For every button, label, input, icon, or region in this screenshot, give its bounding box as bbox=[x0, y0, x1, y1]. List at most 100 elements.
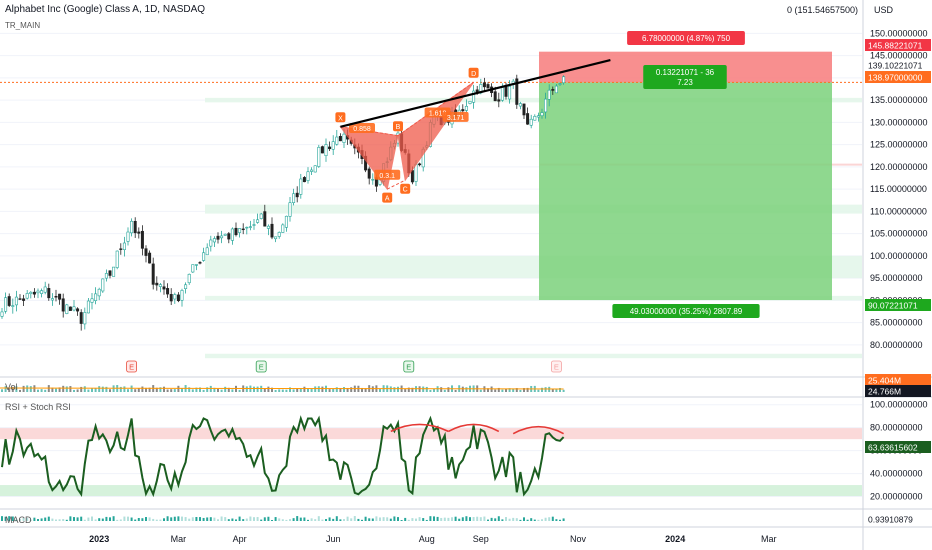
macd-bar bbox=[397, 517, 399, 521]
macd-bar bbox=[379, 517, 381, 521]
macd-bar bbox=[260, 519, 263, 521]
candle-body bbox=[61, 298, 65, 312]
rising-trend-line[interactable] bbox=[340, 58, 611, 128]
currency-label[interactable]: USD bbox=[874, 5, 894, 15]
candle-body bbox=[551, 89, 555, 91]
candle-body bbox=[497, 99, 501, 102]
candle-body bbox=[79, 312, 83, 324]
candle-body bbox=[418, 163, 422, 166]
macd-bar bbox=[87, 517, 90, 521]
rsi-tick-label: 80.00000000 bbox=[870, 423, 923, 433]
candle-body bbox=[292, 193, 296, 203]
macd-bar bbox=[476, 516, 479, 521]
volume-bar bbox=[494, 389, 497, 392]
macd-bar bbox=[375, 516, 378, 521]
take-profit-zone[interactable] bbox=[539, 82, 832, 301]
macd-bar bbox=[249, 516, 252, 521]
macd-bar bbox=[267, 516, 270, 521]
price-pane[interactable]: X A B C D 0.858 1.618 0.3.1 3.171 6.78000000 (4.… bbox=[0, 20, 862, 378]
macd-bar bbox=[116, 519, 119, 521]
volume-bar bbox=[199, 387, 201, 392]
earnings-marker[interactable] bbox=[403, 360, 415, 373]
macd-bar bbox=[98, 518, 101, 521]
earnings-marker[interactable] bbox=[255, 360, 267, 373]
earnings-letter: E bbox=[259, 363, 264, 372]
volume-bar bbox=[271, 387, 273, 392]
macd-bar bbox=[159, 519, 162, 521]
volume-bar bbox=[361, 387, 363, 392]
entry-label-bg bbox=[643, 65, 727, 89]
candle-body bbox=[410, 170, 414, 183]
candle-body bbox=[36, 290, 40, 294]
macd-bar bbox=[119, 519, 122, 521]
earnings-marker[interactable] bbox=[126, 360, 137, 373]
candle-body bbox=[130, 220, 134, 234]
volume-bar bbox=[321, 386, 324, 392]
rsi-oversold-zone bbox=[0, 485, 862, 497]
candle-body bbox=[302, 177, 306, 183]
macd-bar bbox=[91, 516, 93, 521]
macd-histogram bbox=[1, 516, 565, 521]
candle-body bbox=[241, 228, 245, 231]
macd-bar bbox=[469, 517, 471, 521]
volume-bar bbox=[130, 385, 133, 392]
macd-bar bbox=[303, 517, 306, 521]
price-readout: 0 (151.54657500) bbox=[787, 5, 858, 15]
candle-body bbox=[104, 273, 108, 279]
trend-line[interactable] bbox=[340, 58, 611, 128]
price-tick-label: 80.00000000 bbox=[870, 340, 923, 350]
macd-bar bbox=[407, 519, 410, 521]
volume-bar bbox=[148, 387, 151, 392]
volume-bar bbox=[397, 386, 399, 392]
short-position-tool[interactable] bbox=[0, 51, 862, 301]
macd-pane[interactable]: MACD bbox=[0, 510, 862, 526]
pattern-point-marker bbox=[393, 121, 403, 132]
volume-bar bbox=[422, 386, 425, 392]
macd-bar bbox=[501, 519, 504, 521]
candle-body bbox=[493, 91, 497, 102]
macd-bar bbox=[55, 519, 57, 521]
volume-bar bbox=[98, 386, 101, 392]
volume-bar bbox=[141, 386, 144, 392]
volume-value-tag-bg bbox=[865, 385, 931, 397]
candle-body bbox=[320, 146, 324, 154]
macd-bar bbox=[29, 519, 32, 521]
volume-bar bbox=[224, 386, 227, 392]
volume-bar bbox=[328, 389, 331, 392]
candle-body bbox=[544, 98, 548, 113]
macd-bar bbox=[422, 518, 425, 521]
candle-body bbox=[140, 230, 144, 249]
candle-body bbox=[72, 306, 76, 311]
candle-body bbox=[115, 250, 119, 268]
volume-bar bbox=[317, 386, 320, 392]
candle-body bbox=[234, 227, 238, 236]
price-axis[interactable]: USD 80.0000000085.0000000090.0000000095.… bbox=[870, 5, 928, 350]
volume-bar bbox=[440, 387, 443, 392]
symbol-title[interactable]: Alphabet Inc (Google) Class A, 1D, NASDA… bbox=[5, 4, 205, 15]
earnings-marker[interactable] bbox=[551, 360, 562, 373]
rsi-pane[interactable]: RSI + Stoch RSI bbox=[0, 398, 862, 508]
time-axis[interactable]: 2023 Mar Apr Jun Aug Sep Nov 2024 Mar bbox=[89, 534, 776, 544]
volume-pane[interactable]: Vol bbox=[0, 378, 862, 396]
price-tags: 145.88221071 139.10221071 138.97000000 90.0… bbox=[865, 39, 931, 311]
volume-bar bbox=[551, 389, 554, 392]
macd-bar bbox=[487, 519, 489, 521]
candle-body bbox=[148, 252, 152, 264]
macd-bar bbox=[15, 519, 18, 521]
candle-body bbox=[486, 84, 490, 89]
volume-bar bbox=[245, 386, 248, 392]
candle-body bbox=[166, 288, 170, 295]
candle-body bbox=[68, 306, 72, 311]
indicator-tag[interactable]: TR_MAIN bbox=[5, 21, 40, 30]
macd-bar bbox=[418, 517, 421, 521]
volume-bar bbox=[559, 387, 561, 392]
volume-bar bbox=[465, 387, 468, 392]
volume-bar bbox=[209, 385, 212, 392]
volume-bar bbox=[69, 386, 72, 392]
macd-bar bbox=[217, 519, 219, 521]
volume-bar bbox=[191, 389, 194, 392]
candle-body bbox=[324, 144, 328, 156]
price-tick-label: 115.00000000 bbox=[870, 184, 927, 194]
